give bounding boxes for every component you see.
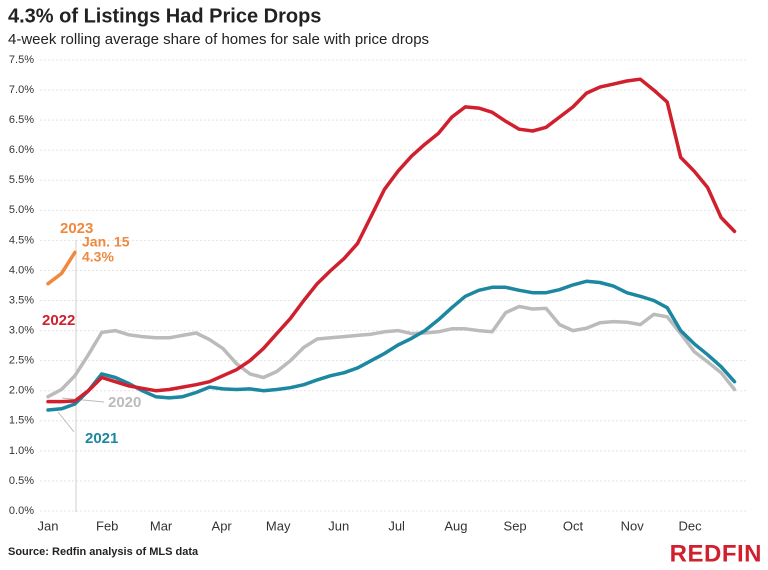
series-line bbox=[46, 250, 77, 286]
brand-logo: REDFIN bbox=[670, 540, 762, 567]
x-tick-label: May bbox=[266, 518, 291, 533]
y-tick-label: 7.0% bbox=[9, 84, 34, 96]
annotation: Jan. 15 bbox=[82, 234, 130, 250]
y-tick-label: 6.0% bbox=[9, 144, 34, 156]
leader-line bbox=[61, 397, 105, 403]
annotation: 4.3% bbox=[82, 249, 114, 265]
series-line bbox=[46, 77, 737, 404]
y-tick-label: 0.5% bbox=[9, 475, 34, 487]
y-tick-label: 2.5% bbox=[9, 355, 34, 367]
x-tick-label: Oct bbox=[563, 518, 584, 533]
y-tick-label: 6.5% bbox=[9, 114, 34, 126]
y-tick-label: 1.5% bbox=[9, 415, 34, 427]
leader-line bbox=[57, 411, 75, 433]
y-tick-label: 5.0% bbox=[9, 204, 34, 216]
y-tick-label: 4.5% bbox=[9, 234, 34, 246]
series-label: 2020 bbox=[108, 394, 141, 411]
x-tick-label: Feb bbox=[96, 518, 118, 533]
x-tick-label: Apr bbox=[212, 518, 233, 533]
chart-subtitle: 4-week rolling average share of homes fo… bbox=[8, 31, 429, 48]
y-tick-label: 5.5% bbox=[9, 174, 34, 186]
series-label: 2021 bbox=[85, 430, 118, 447]
chart-title: 4.3% of Listings Had Price Drops bbox=[8, 5, 321, 27]
y-tick-label: 3.0% bbox=[9, 325, 34, 337]
y-tick-label: 4.0% bbox=[9, 264, 34, 276]
x-tick-label: Sep bbox=[504, 518, 527, 533]
grid-layer bbox=[40, 59, 748, 512]
x-tick-label: Mar bbox=[150, 518, 173, 533]
series-label: 2023 bbox=[60, 220, 93, 237]
series-label: 2022 bbox=[42, 312, 75, 329]
series-line bbox=[46, 304, 737, 399]
y-tick-label: 3.5% bbox=[9, 294, 34, 306]
y-tick-label: 1.0% bbox=[9, 445, 34, 457]
y-tick-label: 2.0% bbox=[9, 385, 34, 397]
x-tick-label: Jul bbox=[388, 518, 405, 533]
series-line bbox=[46, 279, 737, 412]
y-tick-label: 7.5% bbox=[9, 54, 34, 66]
x-tick-label: Dec bbox=[679, 518, 703, 533]
x-tick-label: Nov bbox=[621, 518, 645, 533]
x-tick-label: Jan bbox=[38, 518, 59, 533]
x-tick-label: Jun bbox=[328, 518, 349, 533]
y-tick-label: 0.0% bbox=[9, 505, 34, 517]
x-tick-label: Aug bbox=[444, 518, 467, 533]
source-note: Source: Redfin analysis of MLS data bbox=[8, 546, 199, 558]
